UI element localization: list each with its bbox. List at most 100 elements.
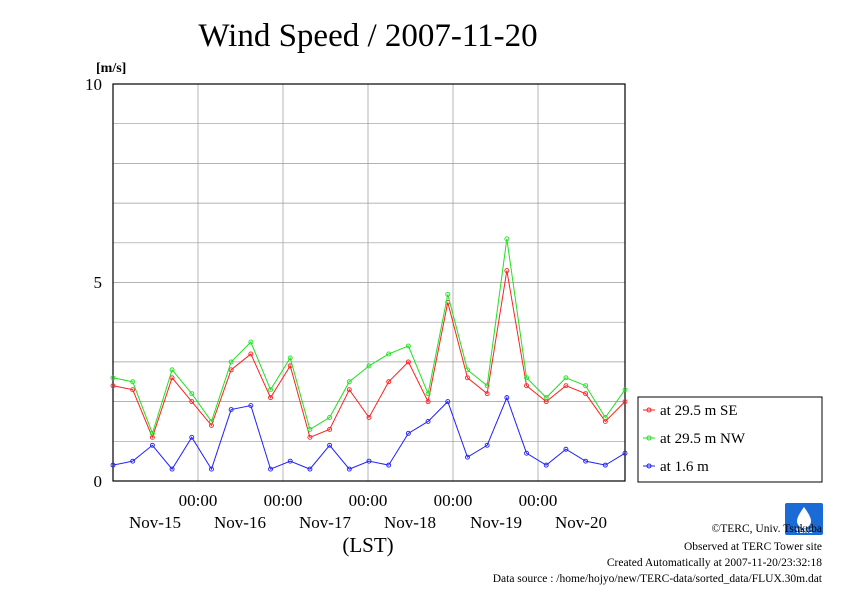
data-point xyxy=(130,379,136,385)
data-point xyxy=(465,454,470,460)
data-point xyxy=(209,419,214,424)
legend-item-ground: at 1.6 m xyxy=(643,459,709,475)
x-day-label-5: Nov-19 xyxy=(470,513,522,532)
data-point xyxy=(268,387,273,393)
series-2 xyxy=(110,395,628,472)
data-point xyxy=(228,367,234,373)
y-axis-unit: [m/s] xyxy=(96,61,126,76)
legend-item-nw: at 29.5 m NW xyxy=(643,431,746,447)
data-point xyxy=(583,458,589,464)
legend-label-ground: at 1.6 m xyxy=(660,459,709,475)
data-point xyxy=(445,291,451,297)
data-point xyxy=(405,359,411,365)
data-point xyxy=(110,375,116,381)
data-point xyxy=(405,343,411,349)
data-point xyxy=(268,395,273,401)
data-point xyxy=(465,375,470,381)
credit-source: Data source : /home/hojyo/new/TERC-data/… xyxy=(493,573,823,585)
data-point xyxy=(524,450,529,456)
data-point xyxy=(543,395,549,401)
legend-marker-ground xyxy=(646,463,652,469)
x-axis-label: (LST) xyxy=(342,533,393,557)
data-point xyxy=(602,462,608,468)
data-point xyxy=(425,391,431,397)
y-tick-label-5: 5 xyxy=(94,273,103,292)
plot-frame xyxy=(112,83,626,482)
logo-label: TERC xyxy=(795,528,813,535)
data-point xyxy=(228,359,234,365)
terc-logo: TERC xyxy=(785,503,823,535)
legend-item-se: at 29.5 m SE xyxy=(643,403,738,419)
data-point xyxy=(366,415,372,420)
legend-label-se: at 29.5 m SE xyxy=(660,403,738,419)
data-point xyxy=(327,426,333,432)
x-time-tick-2: 00:00 xyxy=(264,491,303,510)
data-point xyxy=(248,351,254,357)
credit-observed: Observed at TERC Tower site xyxy=(684,541,822,553)
data-point xyxy=(583,383,589,389)
data-point xyxy=(209,466,214,472)
data-point xyxy=(563,383,569,389)
data-point xyxy=(504,268,510,274)
water-drop-icon xyxy=(797,507,811,528)
data-point xyxy=(622,450,628,456)
series-layer xyxy=(110,236,628,472)
data-point xyxy=(189,434,195,440)
data-point xyxy=(287,458,293,464)
data-point xyxy=(248,339,254,345)
data-point xyxy=(405,430,411,436)
data-point xyxy=(484,391,490,397)
data-point xyxy=(484,383,490,389)
data-point xyxy=(504,236,510,242)
data-point xyxy=(583,391,589,397)
data-point xyxy=(130,387,136,393)
data-point xyxy=(563,446,569,452)
series-line-0 xyxy=(112,270,626,439)
data-point xyxy=(543,462,549,468)
x-day-label-2: Nov-16 xyxy=(214,513,266,532)
chart-title: Wind Speed / 2007-11-20 xyxy=(198,18,537,54)
x-day-label-3: Nov-17 xyxy=(299,513,351,532)
data-point xyxy=(366,458,372,464)
data-point xyxy=(425,419,431,424)
series-line-2 xyxy=(112,396,626,471)
y-tick-label-0: 0 xyxy=(94,472,103,491)
data-point xyxy=(346,466,352,472)
data-point xyxy=(307,426,313,432)
data-point xyxy=(445,399,451,405)
data-point xyxy=(622,387,628,393)
data-point xyxy=(189,399,195,405)
series-0 xyxy=(110,268,628,440)
legend: at 29.5 m SE at 29.5 m NW at 1.6 m xyxy=(637,396,823,483)
data-point xyxy=(602,415,608,420)
x-day-label-1: Nov-15 xyxy=(129,513,181,532)
data-point xyxy=(346,387,352,393)
data-point xyxy=(386,351,392,357)
data-point xyxy=(327,415,333,420)
data-point xyxy=(189,391,195,397)
data-point xyxy=(504,395,510,401)
credit-created: Created Automatically at 2007-11-20/23:3… xyxy=(607,557,822,569)
x-time-tick-3: 00:00 xyxy=(349,491,388,510)
legend-marker-nw xyxy=(646,435,652,441)
data-point xyxy=(327,442,333,448)
legend-box xyxy=(637,396,823,483)
data-point xyxy=(228,407,234,412)
series-1 xyxy=(110,236,628,436)
data-point xyxy=(110,462,116,468)
data-point xyxy=(287,355,293,361)
data-point xyxy=(425,399,431,405)
x-time-tick-5: 00:00 xyxy=(519,491,558,510)
data-point xyxy=(386,379,392,385)
x-time-tick-1: 00:00 xyxy=(179,491,218,510)
data-point xyxy=(248,403,254,409)
data-point xyxy=(307,434,313,440)
data-point xyxy=(366,363,372,369)
legend-label-nw: at 29.5 m NW xyxy=(660,431,746,447)
credit-copyright: ©TERC, Univ. Tsukuba xyxy=(712,523,822,535)
data-point xyxy=(268,466,273,472)
data-point xyxy=(169,466,175,472)
data-point xyxy=(622,399,628,405)
data-point xyxy=(149,430,155,436)
